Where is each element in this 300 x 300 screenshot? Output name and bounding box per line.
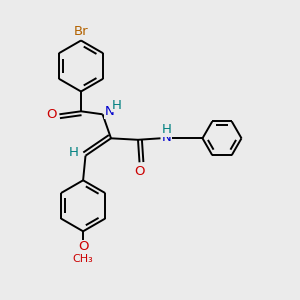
Text: N: N <box>104 105 114 119</box>
Text: O: O <box>134 165 145 178</box>
Text: O: O <box>46 108 56 121</box>
Text: H: H <box>162 123 172 136</box>
Text: N: N <box>162 130 172 144</box>
Text: H: H <box>69 146 79 159</box>
Text: Br: Br <box>74 25 88 38</box>
Text: O: O <box>78 240 88 253</box>
Text: H: H <box>112 99 122 112</box>
Text: CH₃: CH₃ <box>73 254 94 263</box>
